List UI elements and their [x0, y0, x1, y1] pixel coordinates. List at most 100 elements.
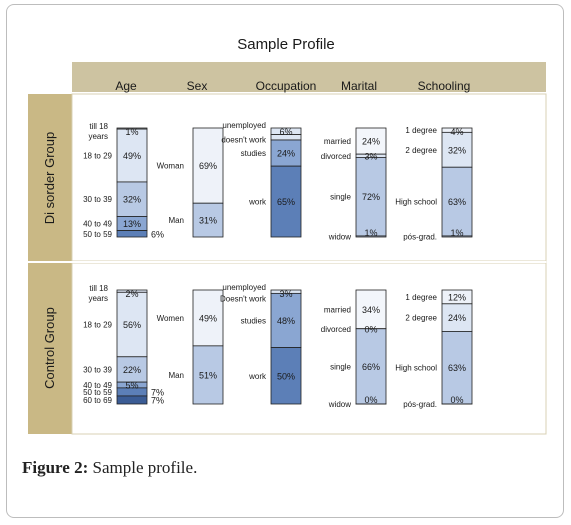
category-label-g1-schooling-0: 1 degree — [405, 293, 437, 302]
value-label-g0-age-2: 32% — [123, 195, 141, 205]
category-label-g1-schooling-2: High school — [395, 364, 437, 373]
bar-segment-g0-marital-2 — [355, 157, 387, 237]
bar-segment-g1-age-5 — [116, 395, 148, 405]
value-label-g1-age-0: 2% — [125, 289, 138, 299]
value-label-g0-schooling-0: 4% — [450, 127, 463, 137]
category-label-g0-schooling-0: 1 degree — [405, 126, 437, 135]
bar-segment-g1-marital-2 — [355, 328, 387, 405]
figure-caption: Figure 2: Sample profile. — [22, 458, 197, 478]
category-label-g0-marital-3: widow — [328, 232, 351, 241]
category-label-g1-marital-3: widow — [328, 400, 351, 409]
bar-segment-g0-sex-0 — [192, 127, 224, 204]
category-label-g0-age-2: 30 to 39 — [83, 195, 112, 204]
category-label-g0-occupation-1: doesn't work — [221, 136, 267, 145]
value-label-g0-marital-1: 3% — [364, 151, 377, 161]
category-label-g0-age-0-b: years — [88, 132, 108, 141]
value-label-g1-occupation-0: 3% — [279, 289, 292, 299]
value-label-g0-age-4: 6% — [151, 229, 164, 239]
bar-segment-g1-age-1 — [116, 291, 148, 358]
category-label-g0-sex-1: Man — [168, 216, 184, 225]
value-label-g0-age-1: 49% — [123, 151, 141, 161]
category-label-g1-occupation-1: Doesn't work — [220, 294, 267, 303]
category-label-g0-schooling-3: pós-grad. — [403, 232, 437, 241]
category-label-g1-age-4: 50 to 59 — [83, 388, 112, 397]
bar-segment-g1-schooling-1 — [441, 303, 473, 332]
category-label-g0-age-3: 40 to 49 — [83, 220, 112, 229]
value-label-g0-marital-3: 1% — [364, 228, 377, 238]
caption-text: Sample profile. — [92, 458, 198, 477]
value-label-g0-sex-0: 69% — [199, 161, 217, 171]
bar-segment-g0-age-4 — [116, 230, 148, 238]
bar-segment-g1-occupation-3 — [270, 347, 302, 405]
value-label-g0-schooling-1: 32% — [448, 145, 466, 155]
category-label-g1-marital-2: single — [330, 362, 351, 371]
bar-segment-g0-marital-3 — [355, 235, 387, 238]
category-label-g0-schooling-1: 2 degree — [405, 146, 437, 155]
value-label-g1-schooling-0: 12% — [448, 292, 466, 302]
bar-segment-g0-sex-1 — [192, 202, 224, 238]
bar-segment-g0-age-1 — [116, 128, 148, 183]
value-label-g0-age-3: 13% — [123, 219, 141, 229]
bar-segment-g0-schooling-1 — [441, 131, 473, 168]
category-label-g0-occupation-0: unemployed — [222, 121, 266, 130]
value-label-g0-schooling-3: 1% — [450, 228, 463, 238]
value-label-g1-age-4: 7% — [151, 387, 164, 397]
category-label-g1-age-2: 30 to 39 — [83, 365, 112, 374]
value-label-g0-age-0: 1% — [125, 127, 138, 137]
category-label-g1-age-1: 18 to 29 — [83, 321, 112, 330]
category-label-g0-occupation-2: studies — [241, 149, 266, 158]
bar-segment-g0-occupation-3 — [270, 165, 302, 238]
category-label-g1-age-0-a: till 18 — [89, 284, 108, 293]
category-label-g1-schooling-3: pós-grad. — [403, 400, 437, 409]
category-label-g1-schooling-1: 2 degree — [405, 314, 437, 323]
category-label-g0-sex-0: Woman — [157, 162, 184, 171]
category-label-g1-age-5: 60 to 69 — [83, 396, 112, 405]
value-label-g1-occupation-3: 50% — [277, 371, 295, 381]
category-label-g1-occupation-0: unemployed — [222, 283, 266, 292]
value-label-g0-sex-1: 31% — [199, 216, 217, 226]
category-label-g1-marital-0: married — [324, 305, 351, 314]
value-label-g1-schooling-3: 0% — [450, 395, 463, 405]
category-label-g1-sex-0: Women — [157, 314, 184, 323]
category-label-g0-age-1: 18 to 29 — [83, 152, 112, 161]
header-band — [72, 62, 546, 92]
caption-label: Figure 2: — [22, 458, 89, 477]
bar-segment-g0-age-2 — [116, 181, 148, 217]
category-label-g0-age-4: 50 to 59 — [83, 230, 112, 239]
value-label-g1-age-5: 7% — [151, 395, 164, 405]
value-label-g1-marital-3: 0% — [364, 395, 377, 405]
value-label-g1-age-2: 22% — [123, 365, 141, 375]
bar-segment-g1-sex-0 — [192, 289, 224, 347]
value-label-g0-schooling-2: 63% — [448, 197, 466, 207]
value-label-g0-occupation-0: 6% — [279, 127, 292, 137]
category-label-g0-marital-2: single — [330, 193, 351, 202]
value-label-g0-occupation-3: 65% — [277, 197, 295, 207]
column-header-marital: Marital — [341, 79, 377, 93]
bar-segment-g1-occupation-2 — [270, 292, 302, 348]
category-label-g0-marital-1: divorced — [321, 152, 351, 161]
category-label-g0-marital-0: married — [324, 137, 351, 146]
value-label-g1-marital-2: 66% — [362, 362, 380, 372]
value-label-g1-schooling-1: 24% — [448, 313, 466, 323]
value-label-g1-schooling-2: 63% — [448, 363, 466, 373]
category-label-g1-marital-1: divorced — [321, 325, 351, 334]
value-label-g1-sex-0: 49% — [199, 313, 217, 323]
group-label-0: Di sorder Group — [42, 132, 57, 224]
category-label-g0-schooling-2: High school — [395, 198, 437, 207]
column-header-occupation: Occupation — [256, 79, 317, 93]
column-header-age: Age — [115, 79, 137, 93]
bar-segment-g0-occupation-2 — [270, 139, 302, 167]
value-label-g1-age-1: 56% — [123, 320, 141, 330]
value-label-g1-age-3: 5% — [125, 381, 138, 391]
column-header-sex: Sex — [187, 79, 208, 93]
bar-segment-g0-schooling-3 — [441, 235, 473, 238]
chart-title: Sample Profile — [237, 36, 335, 53]
column-header-schooling: Schooling — [418, 79, 471, 93]
category-label-g1-occupation-3: work — [248, 372, 267, 381]
bar-segment-g0-schooling-2 — [441, 166, 473, 237]
value-label-g0-marital-0: 24% — [362, 137, 380, 147]
value-label-g1-marital-1: 0% — [364, 324, 377, 334]
bar-segment-g1-sex-1 — [192, 345, 224, 405]
category-label-g0-age-0-a: till 18 — [89, 122, 108, 131]
